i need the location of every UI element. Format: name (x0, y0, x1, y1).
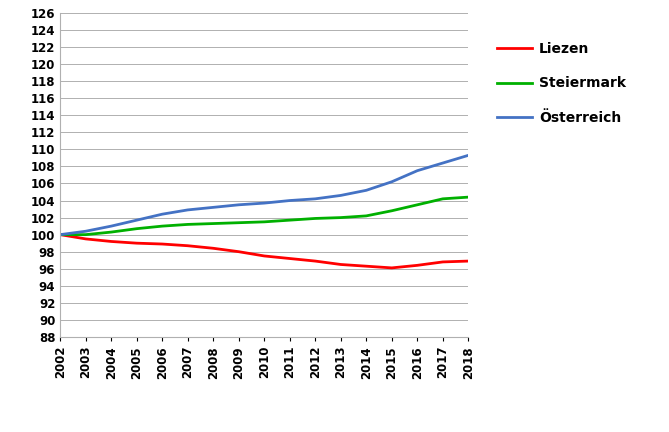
Steiermark (388, 208, 396, 213)
Liezen (56, 232, 64, 237)
Österreich (362, 188, 370, 193)
Steiermark (464, 194, 472, 200)
Österreich (209, 205, 217, 210)
Liezen (311, 258, 319, 264)
Line: Steiermark: Steiermark (60, 197, 468, 235)
Liezen (362, 264, 370, 269)
Steiermark (107, 229, 115, 235)
Legend: Liezen, Steiermark, Österreich: Liezen, Steiermark, Österreich (492, 36, 632, 131)
Österreich (286, 198, 294, 203)
Liezen (235, 249, 243, 254)
Steiermark (235, 220, 243, 226)
Österreich (184, 207, 192, 213)
Österreich (158, 212, 166, 217)
Österreich (107, 223, 115, 229)
Liezen (260, 254, 268, 259)
Liezen (184, 243, 192, 248)
Liezen (158, 241, 166, 247)
Steiermark (82, 232, 90, 237)
Liezen (439, 259, 447, 264)
Österreich (337, 193, 345, 198)
Steiermark (184, 222, 192, 227)
Österreich (260, 200, 268, 206)
Österreich (439, 160, 447, 165)
Liezen (337, 262, 345, 267)
Steiermark (286, 218, 294, 223)
Österreich (464, 153, 472, 158)
Liezen (209, 246, 217, 251)
Österreich (235, 202, 243, 207)
Österreich (413, 168, 421, 173)
Liezen (388, 265, 396, 270)
Steiermark (209, 221, 217, 226)
Steiermark (158, 223, 166, 229)
Österreich (56, 232, 64, 237)
Liezen (286, 256, 294, 261)
Steiermark (132, 226, 140, 231)
Steiermark (56, 232, 64, 237)
Steiermark (439, 196, 447, 201)
Österreich (132, 218, 140, 223)
Steiermark (337, 215, 345, 220)
Steiermark (311, 216, 319, 221)
Steiermark (413, 202, 421, 207)
Österreich (388, 179, 396, 184)
Österreich (82, 229, 90, 234)
Liezen (82, 236, 90, 241)
Line: Liezen: Liezen (60, 235, 468, 268)
Steiermark (362, 213, 370, 219)
Österreich (311, 196, 319, 201)
Liezen (132, 241, 140, 246)
Liezen (413, 263, 421, 268)
Liezen (464, 258, 472, 264)
Steiermark (260, 219, 268, 225)
Liezen (107, 239, 115, 244)
Line: Österreich: Österreich (60, 156, 468, 235)
